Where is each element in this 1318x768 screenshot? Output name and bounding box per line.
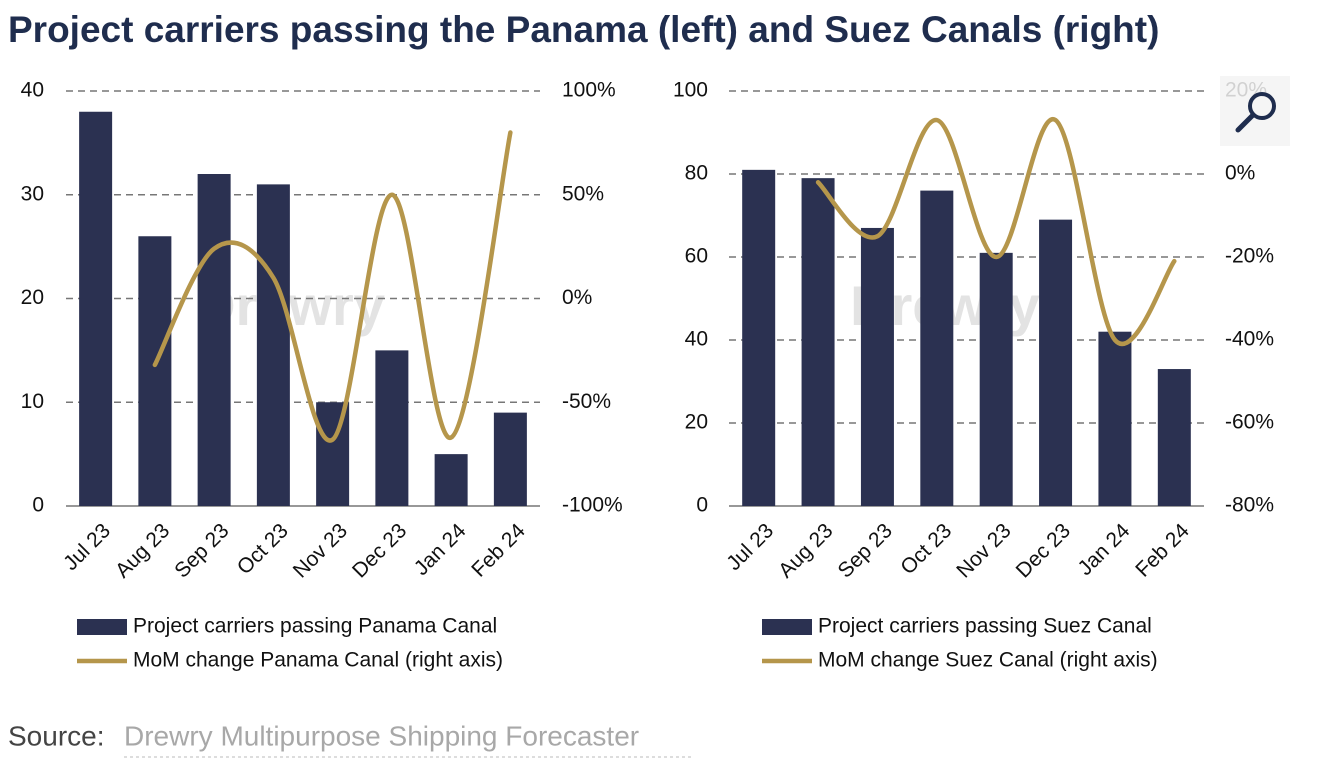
bar (860, 227, 894, 506)
zoom-icon[interactable] (1220, 76, 1290, 146)
zoom-lens[interactable] (1248, 92, 1276, 120)
bar (434, 454, 468, 506)
source-text: Drewry Multipurpose Shipping Forecaster (124, 720, 639, 751)
y2-tick-label: -100% (562, 494, 623, 517)
source-label: Source: (8, 720, 105, 751)
y-tick-label: 10 (21, 390, 44, 413)
zoom-handle[interactable] (1235, 112, 1256, 133)
y-tick-label: 60 (685, 245, 708, 268)
y-tick-label: 80 (685, 162, 708, 185)
y2-tick-label: 0% (1225, 162, 1255, 185)
bar (979, 252, 1013, 506)
line (815, 117, 1177, 346)
bar (920, 190, 954, 506)
line (152, 130, 513, 443)
y-tick-label: 100 (673, 79, 708, 102)
y-tick-label: 40 (21, 79, 44, 102)
x-tick-label: Nov 23 (952, 519, 1015, 582)
y-tick-label: 30 (21, 182, 44, 205)
y2-tick-label: 0% (562, 286, 592, 309)
legend-label: Project carriers passing Suez Canal (818, 615, 1152, 638)
page-title: Project carriers passing the Panama (lef… (8, 9, 1159, 50)
x-tick-label: Aug 23 (774, 519, 837, 582)
x-tick-label: Oct 23 (233, 519, 293, 579)
y-tick-label: 0 (32, 494, 44, 517)
y-tick-label: 20 (21, 286, 44, 309)
x-tick-label: Sep 23 (170, 519, 233, 582)
bar (256, 184, 290, 506)
x-tick-label: Dec 23 (1012, 519, 1075, 582)
x-tick-label: Jan 24 (1074, 519, 1135, 580)
bar (1098, 331, 1132, 506)
bar (79, 111, 113, 506)
x-tick-label: Oct 23 (896, 519, 956, 579)
legend-label: Project carriers passing Panama Canal (133, 615, 497, 638)
x-tick-label: Sep 23 (834, 519, 897, 582)
x-tick-label: Feb 24 (1131, 519, 1194, 582)
legend-label: MoM change Suez Canal (right axis) (818, 649, 1158, 672)
legend-label: MoM change Panama Canal (right axis) (133, 649, 503, 672)
bar (138, 236, 172, 506)
legend-swatch (77, 619, 127, 635)
x-tick-label: Dec 23 (348, 519, 411, 582)
y2-tick-label: -50% (562, 390, 611, 413)
y2-tick-label: -40% (1225, 328, 1274, 351)
x-tick-label: Jul 23 (722, 519, 778, 575)
x-tick-label: Jan 24 (410, 519, 471, 580)
y2-tick-label: -20% (1225, 245, 1274, 268)
bar (375, 350, 409, 506)
bar (197, 174, 231, 506)
y2-tick-label: 100% (562, 79, 616, 102)
bar (742, 169, 776, 506)
y2-tick-label: -60% (1225, 411, 1274, 434)
y2-tick-label: 50% (562, 182, 604, 205)
x-tick-label: Nov 23 (289, 519, 352, 582)
legend-swatch (762, 619, 812, 635)
bar (1039, 219, 1073, 506)
y-tick-label: 40 (685, 328, 708, 351)
x-tick-label: Feb 24 (467, 519, 530, 582)
y2-tick-label: -80% (1225, 494, 1274, 517)
x-tick-label: Aug 23 (111, 519, 174, 582)
y-tick-label: 20 (685, 411, 708, 434)
zoom-bg[interactable] (1220, 76, 1290, 146)
y-tick-label: 0 (696, 494, 708, 517)
bar (801, 178, 835, 506)
bar (493, 412, 527, 506)
x-tick-label: Jul 23 (59, 519, 115, 575)
bar (1157, 369, 1191, 506)
